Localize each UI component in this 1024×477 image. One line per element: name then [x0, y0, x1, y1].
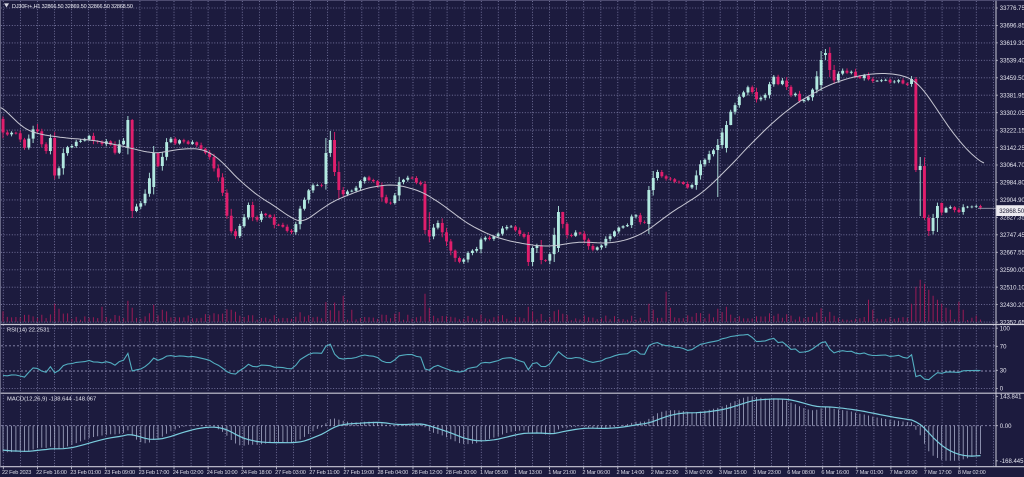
svg-text:143.841: 143.841 [1000, 395, 1022, 401]
svg-text:33222.15: 33222.15 [1000, 128, 1024, 134]
svg-text:32510.10: 32510.10 [1000, 285, 1024, 291]
svg-text:1 Mar 05:00: 1 Mar 05:00 [480, 470, 508, 476]
svg-text:33064.70: 33064.70 [1000, 163, 1024, 169]
svg-text:23 Feb 09:00: 23 Feb 09:00 [104, 470, 135, 476]
svg-text:27 Feb 11:00: 27 Feb 11:00 [309, 470, 339, 476]
svg-text:32352.65: 32352.65 [1000, 320, 1024, 326]
svg-text:27 Feb 19:00: 27 Feb 19:00 [343, 470, 374, 476]
svg-text:3 Mar 23:00: 3 Mar 23:00 [753, 470, 781, 476]
svg-text:24 Feb 02:00: 24 Feb 02:00 [173, 470, 204, 476]
svg-text:33381.95: 33381.95 [1000, 94, 1024, 100]
svg-text:MACD(12,26,9) -138.644 -148.06: MACD(12,26,9) -138.644 -148.067 [7, 397, 96, 403]
svg-text:-168.445: -168.445 [1000, 459, 1024, 465]
svg-text:33302.05: 33302.05 [1000, 111, 1024, 117]
svg-text:2 Mar 22:00: 2 Mar 22:00 [651, 470, 679, 476]
svg-text:70: 70 [1000, 345, 1007, 351]
svg-text:23 Feb 01:00: 23 Feb 01:00 [70, 470, 101, 476]
svg-text:6 Mar 16:00: 6 Mar 16:00 [821, 470, 849, 476]
svg-text:0.00: 0.00 [1000, 424, 1012, 430]
svg-text:30: 30 [1000, 369, 1007, 375]
svg-text:100: 100 [1000, 326, 1011, 332]
svg-text:0: 0 [1000, 387, 1004, 393]
svg-text:22 Feb 2023: 22 Feb 2023 [2, 470, 31, 476]
svg-text:28 Feb 20:00: 28 Feb 20:00 [446, 470, 477, 476]
svg-text:8 Mar 02:00: 8 Mar 02:00 [958, 470, 986, 476]
svg-text:33696.85: 33696.85 [1000, 24, 1024, 30]
svg-text:2 Mar 06:00: 2 Mar 06:00 [582, 470, 610, 476]
svg-text:24 Feb 18:00: 24 Feb 18:00 [241, 470, 272, 476]
svg-text:3 Mar 15:00: 3 Mar 15:00 [719, 470, 747, 476]
svg-text:23 Feb 17:00: 23 Feb 17:00 [139, 470, 170, 476]
svg-text:32590.00: 32590.00 [1000, 268, 1024, 274]
svg-text:7 Mar 09:00: 7 Mar 09:00 [890, 470, 918, 476]
svg-text:DJ30Fr+,H1 32866.50 32869.50 3: DJ30Fr+,H1 32866.50 32869.50 32866.50 32… [12, 4, 133, 10]
svg-text:32984.80: 32984.80 [1000, 181, 1024, 187]
svg-text:27 Feb 03:00: 27 Feb 03:00 [275, 470, 306, 476]
svg-text:3 Mar 07:00: 3 Mar 07:00 [685, 470, 713, 476]
svg-text:2 Mar 14:00: 2 Mar 14:00 [617, 470, 645, 476]
svg-text:1 Mar 21:00: 1 Mar 21:00 [548, 470, 576, 476]
svg-text:33142.25: 33142.25 [1000, 146, 1024, 152]
svg-text:28 Feb 04:00: 28 Feb 04:00 [378, 470, 409, 476]
svg-text:32868.50: 32868.50 [999, 209, 1024, 215]
svg-text:33539.40: 33539.40 [1000, 59, 1024, 65]
svg-text:6 Mar 08:00: 6 Mar 08:00 [787, 470, 815, 476]
svg-text:32827.35: 32827.35 [1000, 216, 1024, 222]
svg-text:RSI(14) 22.2531: RSI(14) 22.2531 [7, 328, 50, 334]
svg-text:32904.90: 32904.90 [1000, 198, 1024, 204]
svg-text:33619.30: 33619.30 [1000, 41, 1024, 47]
svg-text:33459.50: 33459.50 [1000, 76, 1024, 82]
svg-text:1 Mar 13:00: 1 Mar 13:00 [514, 470, 542, 476]
svg-text:24 Feb 10:00: 24 Feb 10:00 [207, 470, 238, 476]
svg-text:7 Mar 17:00: 7 Mar 17:00 [924, 470, 952, 476]
svg-text:7 Mar 01:00: 7 Mar 01:00 [856, 470, 884, 476]
svg-text:32747.45: 32747.45 [1000, 233, 1024, 239]
svg-text:28 Feb 12:00: 28 Feb 12:00 [412, 470, 443, 476]
svg-text:32667.55: 32667.55 [1000, 251, 1024, 257]
svg-text:32430.20: 32430.20 [1000, 303, 1024, 309]
svg-text:33776.75: 33776.75 [1000, 6, 1024, 12]
svg-text:22 Feb 16:00: 22 Feb 16:00 [36, 470, 67, 476]
